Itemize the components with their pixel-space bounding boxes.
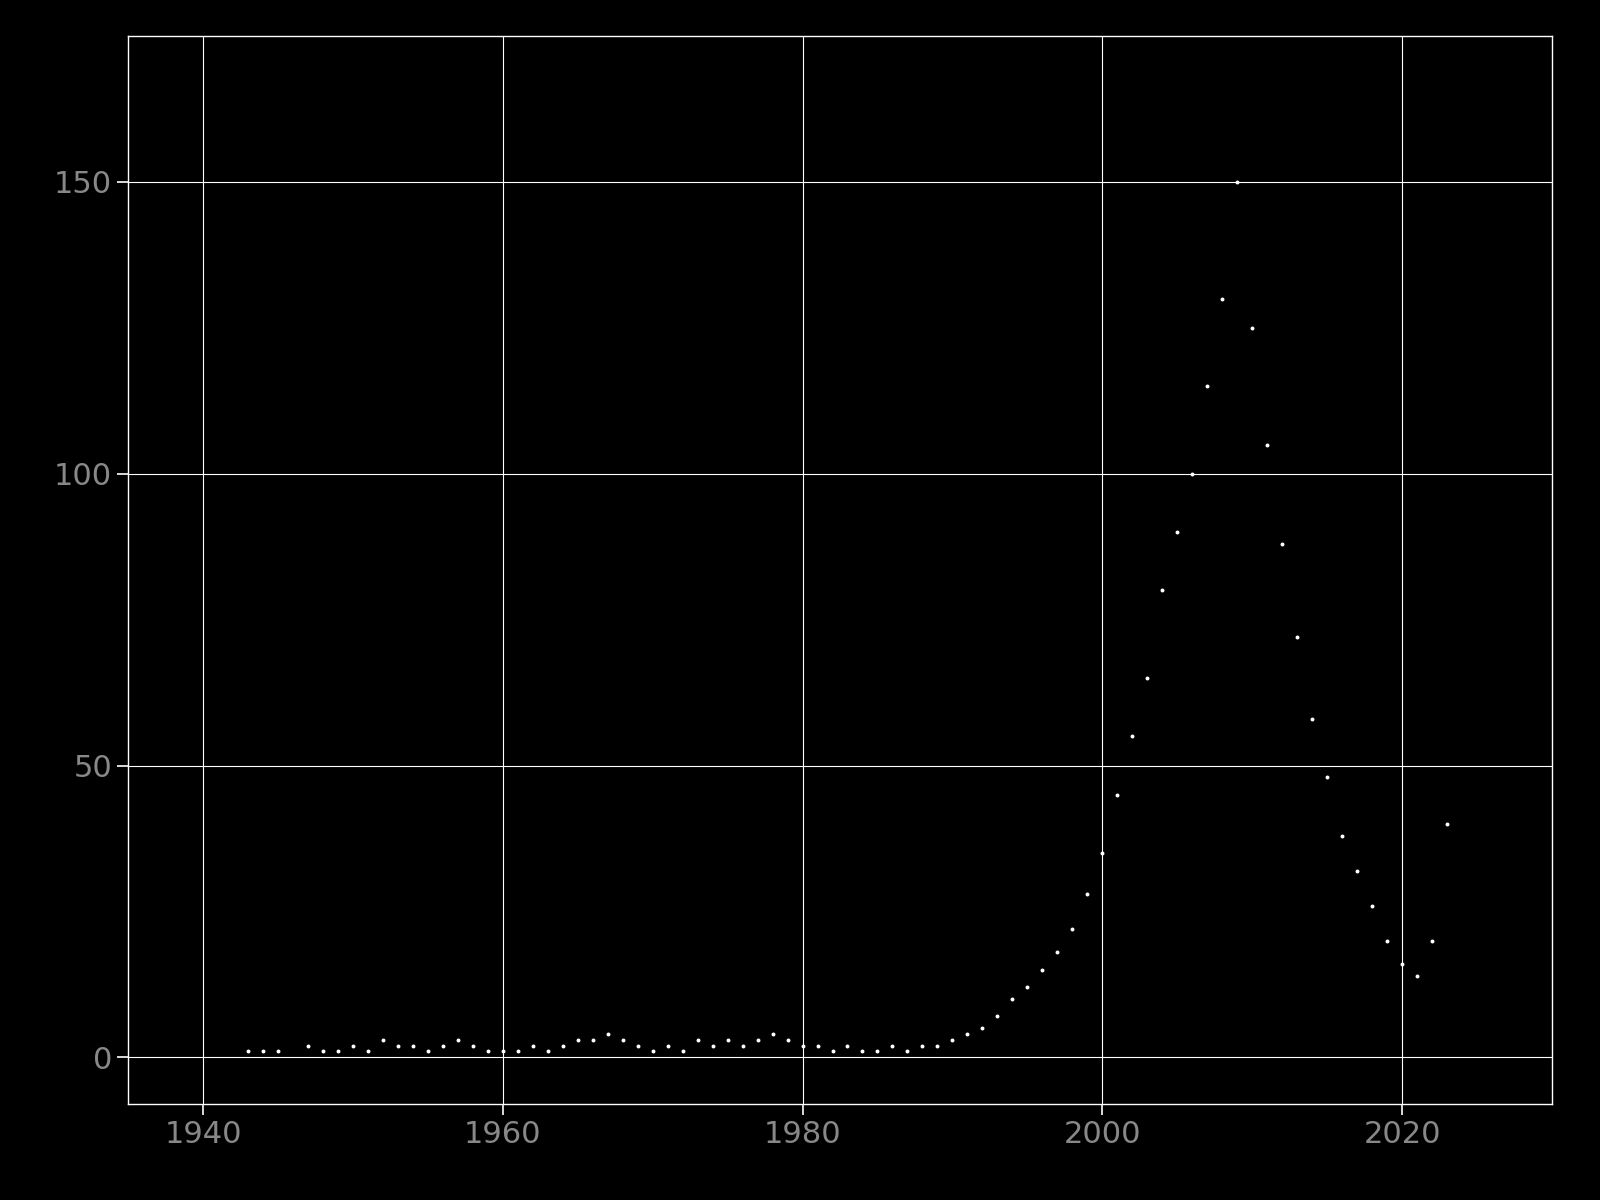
- Point: [1104, 785, 1130, 804]
- Point: [1434, 815, 1459, 834]
- Point: [595, 1025, 621, 1044]
- Point: [730, 1036, 755, 1055]
- Point: [939, 1031, 965, 1050]
- Point: [579, 1031, 605, 1050]
- Point: [414, 1042, 440, 1061]
- Point: [310, 1042, 336, 1061]
- Point: [1045, 943, 1070, 962]
- Point: [699, 1036, 725, 1055]
- Point: [610, 1031, 635, 1050]
- Point: [386, 1036, 411, 1055]
- Point: [760, 1025, 786, 1044]
- Point: [1075, 884, 1101, 904]
- Point: [1344, 860, 1370, 880]
- Point: [1269, 534, 1294, 553]
- Point: [1254, 434, 1280, 454]
- Point: [459, 1036, 485, 1055]
- Point: [1224, 173, 1250, 192]
- Point: [685, 1031, 710, 1050]
- Point: [400, 1036, 426, 1055]
- Point: [341, 1036, 366, 1055]
- Point: [565, 1031, 590, 1050]
- Point: [1314, 768, 1339, 787]
- Point: [370, 1031, 395, 1050]
- Point: [790, 1036, 816, 1055]
- Point: [1165, 522, 1190, 541]
- Point: [430, 1036, 456, 1055]
- Point: [294, 1036, 320, 1055]
- Point: [1090, 844, 1115, 863]
- Point: [955, 1025, 981, 1044]
- Point: [1240, 318, 1266, 337]
- Point: [1210, 289, 1235, 308]
- Point: [835, 1036, 861, 1055]
- Point: [654, 1036, 680, 1055]
- Point: [744, 1031, 770, 1050]
- Point: [1330, 826, 1355, 845]
- Point: [626, 1036, 651, 1055]
- Point: [805, 1036, 830, 1055]
- Point: [1405, 966, 1430, 985]
- Point: [250, 1042, 275, 1061]
- Point: [1360, 896, 1386, 916]
- Point: [670, 1042, 696, 1061]
- Point: [880, 1036, 906, 1055]
- Point: [325, 1042, 350, 1061]
- Point: [1059, 919, 1085, 938]
- Point: [925, 1036, 950, 1055]
- Point: [1374, 931, 1400, 950]
- Point: [445, 1031, 470, 1050]
- Point: [550, 1036, 576, 1055]
- Point: [520, 1036, 546, 1055]
- Point: [984, 1007, 1010, 1026]
- Point: [1195, 377, 1221, 396]
- Point: [1134, 668, 1160, 688]
- Point: [506, 1042, 531, 1061]
- Point: [1389, 954, 1414, 973]
- Point: [1419, 931, 1445, 950]
- Point: [894, 1042, 920, 1061]
- Point: [715, 1031, 741, 1050]
- Point: [774, 1031, 800, 1050]
- Point: [1285, 628, 1310, 647]
- Point: [640, 1042, 666, 1061]
- Point: [970, 1019, 995, 1038]
- Point: [490, 1042, 515, 1061]
- Point: [864, 1042, 890, 1061]
- Point: [1149, 581, 1174, 600]
- Point: [534, 1042, 560, 1061]
- Point: [850, 1042, 875, 1061]
- Point: [1029, 960, 1054, 979]
- Point: [475, 1042, 501, 1061]
- Point: [1120, 727, 1146, 746]
- Point: [1000, 989, 1026, 1008]
- Point: [1179, 464, 1205, 484]
- Point: [819, 1042, 845, 1061]
- Point: [235, 1042, 261, 1061]
- Point: [266, 1042, 291, 1061]
- Point: [910, 1036, 936, 1055]
- Point: [355, 1042, 381, 1061]
- Point: [1299, 709, 1325, 728]
- Point: [1014, 978, 1040, 997]
